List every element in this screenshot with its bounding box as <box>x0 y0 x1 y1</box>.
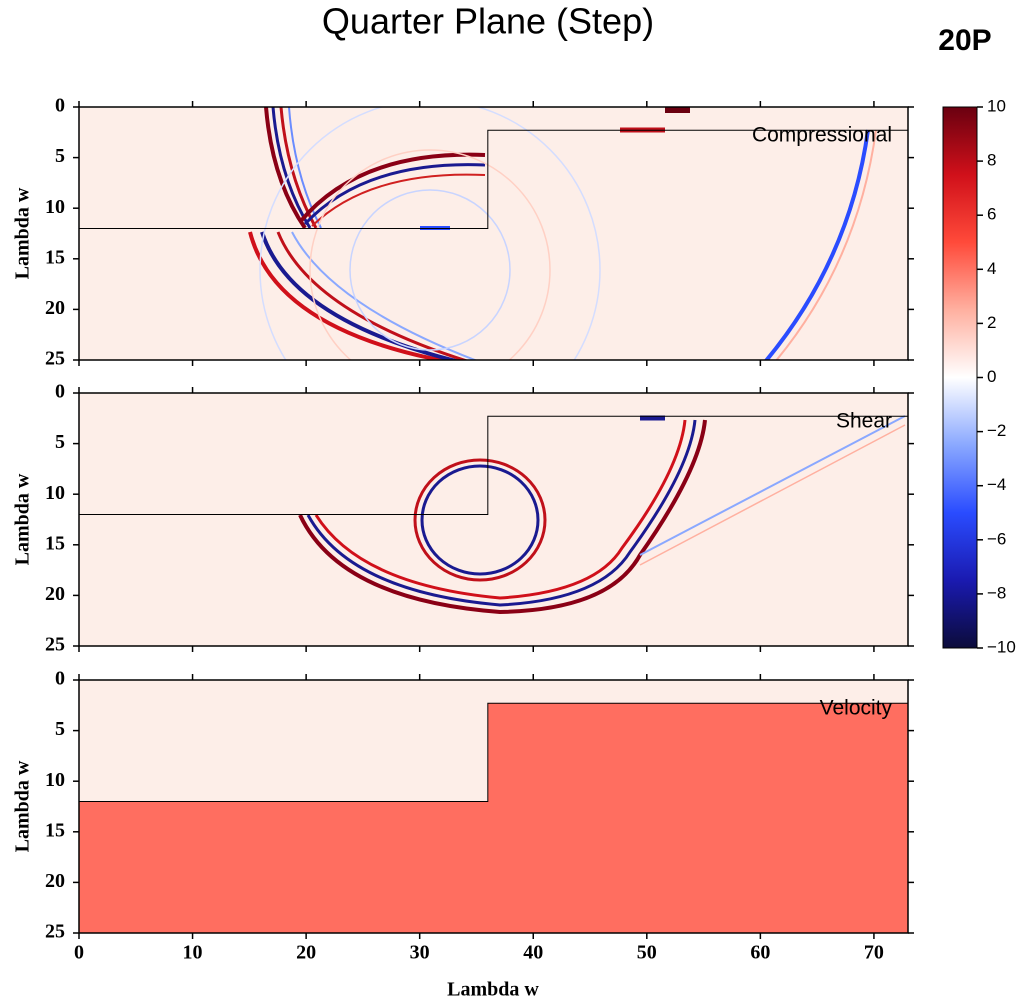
x-tick-label: 30 <box>410 942 430 964</box>
colorbar-tick-label: 0 <box>987 367 996 386</box>
corner-label: 20P <box>938 24 991 57</box>
x-tick-label: 60 <box>750 942 770 964</box>
panels <box>79 107 908 933</box>
interface-line <box>79 415 908 515</box>
x-tick-label: 10 <box>183 942 203 964</box>
y-tick-label: 10 <box>45 482 65 504</box>
y-tick-label: 25 <box>45 348 65 370</box>
y-tick-label: 15 <box>45 246 65 268</box>
y-tick-label: 0 <box>55 381 65 403</box>
panel-frame <box>78 679 909 934</box>
y-tick-label: 20 <box>45 583 65 605</box>
x-tick-label: 50 <box>637 942 657 964</box>
colorbar-tick-label: 6 <box>987 205 996 224</box>
colorbar-tick-label: −4 <box>987 475 1006 494</box>
chart-title: Quarter Plane (Step) <box>322 1 654 42</box>
y-tick-label: 20 <box>45 870 65 892</box>
panel-frame <box>78 392 909 647</box>
x-tick-label: 20 <box>296 942 316 964</box>
y-tick-label: 10 <box>45 769 65 791</box>
colorbar-tick-label: 2 <box>987 313 996 332</box>
y-tick-label: 25 <box>45 921 65 943</box>
panel-label: Velocity <box>820 697 893 720</box>
velocity-fill <box>79 703 908 933</box>
x-tick-label: 40 <box>523 942 543 964</box>
x-tick-label: 0 <box>74 942 84 964</box>
y-axis-label: Lambda w <box>12 187 34 279</box>
y-tick-label: 20 <box>45 297 65 319</box>
y-tick-label: 15 <box>45 532 65 554</box>
colorbar-tick-label: −10 <box>987 637 1016 656</box>
y-tick-label: 25 <box>45 634 65 656</box>
wavefield-compressional <box>248 107 877 360</box>
y-axis-label: Lambda w <box>12 760 34 852</box>
interface-line <box>79 702 908 802</box>
y-tick-label: 5 <box>55 145 65 167</box>
frames: Compressional Lambda w 0 5 10 15 20 25 Shear Lamb… <box>12 95 914 964</box>
y-tick-label: 10 <box>45 196 65 218</box>
colorbar <box>942 106 978 649</box>
panel-background <box>79 393 908 646</box>
y-tick-label: 0 <box>55 668 65 690</box>
panel-label: Shear <box>836 410 892 433</box>
y-tick-label: 0 <box>55 95 65 117</box>
colorbar-tick-label: 4 <box>987 259 996 278</box>
colorbar-tick-label: −8 <box>987 583 1006 602</box>
x-axis-label: Lambda w <box>447 979 539 1001</box>
colorbar-tick-label: −2 <box>987 421 1006 440</box>
wavefield-shear <box>298 415 906 615</box>
interface-line <box>79 129 908 229</box>
y-tick-label: 15 <box>45 819 65 841</box>
y-tick-label: 5 <box>55 431 65 453</box>
panel-label: Compressional <box>752 124 892 147</box>
colorbar-tick-label: 8 <box>987 151 996 170</box>
panel-frame <box>78 106 909 361</box>
colorbar-tick-label: 10 <box>987 96 1006 115</box>
y-tick-label: 5 <box>55 718 65 740</box>
colorbar-tick-label: −6 <box>987 529 1006 548</box>
y-axis-label: Lambda w <box>12 473 34 565</box>
x-tick-label: 70 <box>864 942 884 964</box>
